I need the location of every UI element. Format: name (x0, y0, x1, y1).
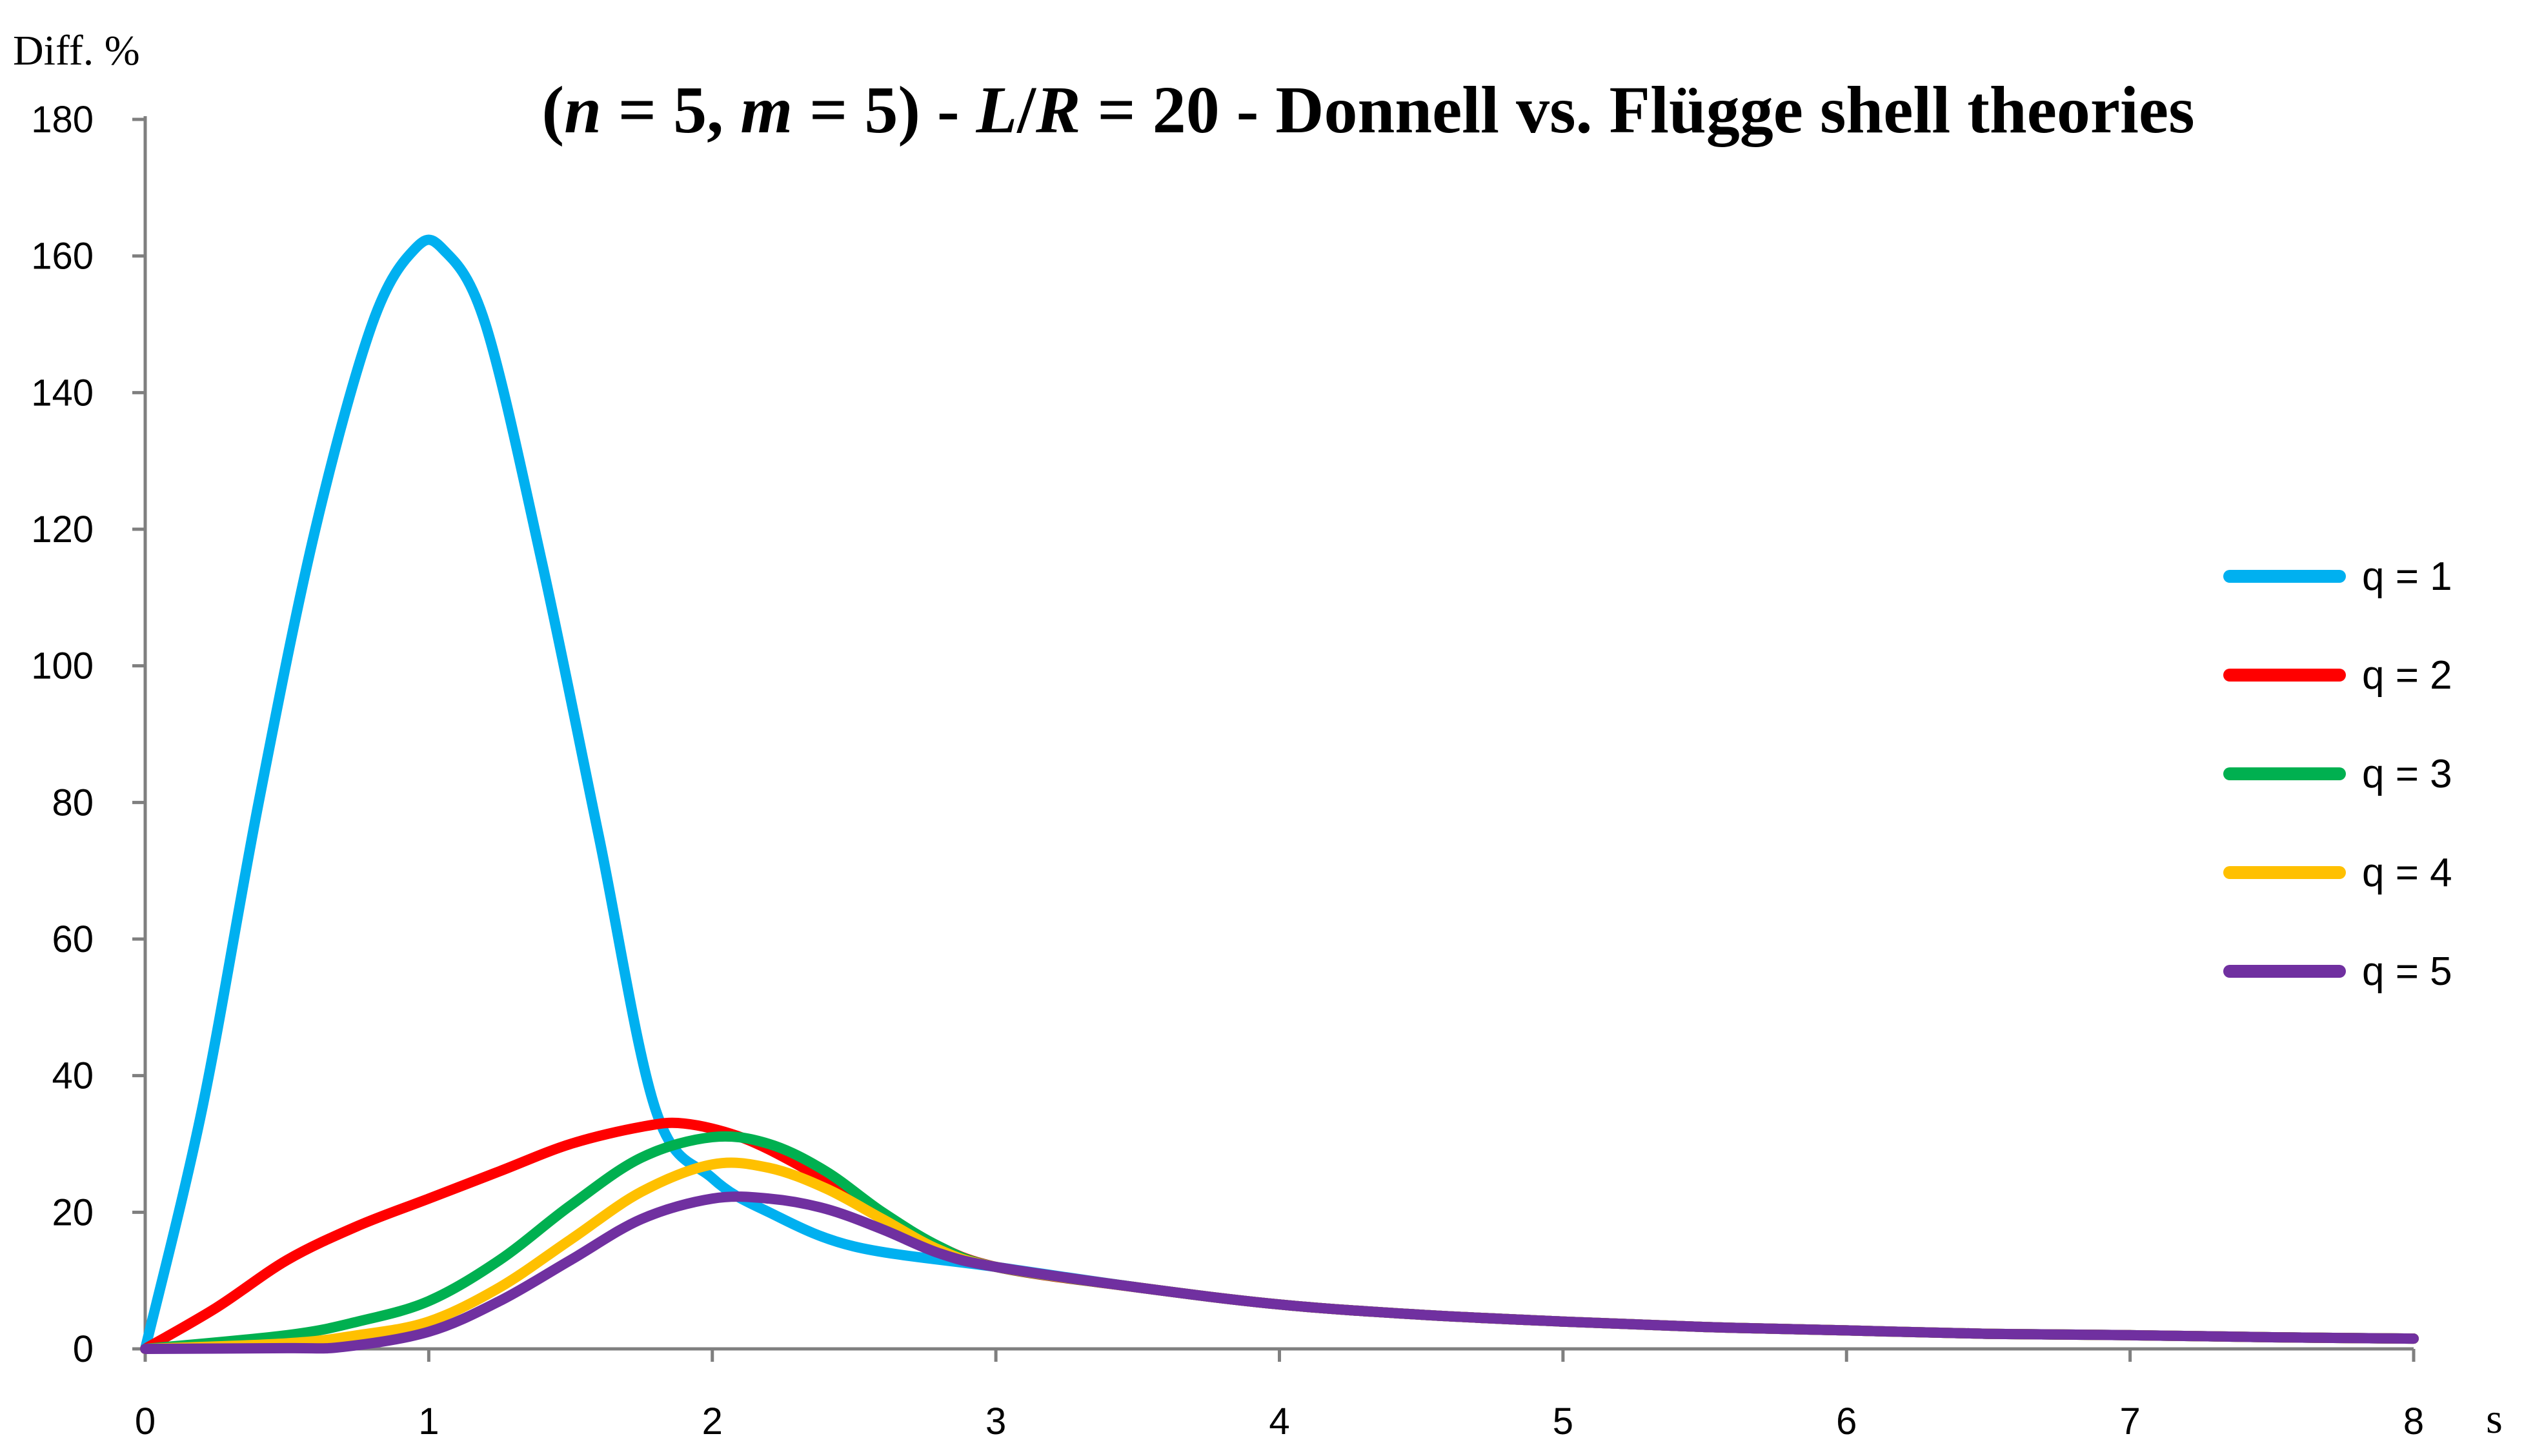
chart-title-part: n (564, 73, 601, 147)
legend-label-q3: q = 3 (2362, 752, 2452, 796)
chart-title-part: = 5, (601, 73, 740, 147)
y-tick-label: 0 (73, 1328, 94, 1370)
y-tick-label: 80 (52, 782, 94, 824)
x-tick-label: 4 (1269, 1400, 1289, 1442)
legend-label-q5: q = 5 (2362, 949, 2452, 994)
y-tick-label: 180 (31, 99, 94, 141)
chart-title: (n = 5, m = 5) - L/R = 20 - Donnell vs. … (541, 73, 2194, 147)
chart-title-part: / (1016, 73, 1036, 147)
y-tick-label: 20 (52, 1191, 94, 1233)
chart-title-part: R (1035, 73, 1080, 147)
chart-title-part: L (976, 73, 1018, 147)
legend: q = 1 q = 2 q = 3 q = 4 q = 5 (2223, 554, 2452, 994)
y-tick-label: 40 (52, 1055, 94, 1097)
chart-title-part: = 20 - Donnell vs. Flügge shell theories (1080, 73, 2194, 147)
y-tick-label: 60 (52, 918, 94, 960)
legend-label-q1: q = 1 (2362, 554, 2452, 599)
x-tick-label: 1 (418, 1400, 439, 1442)
x-tick-label: 6 (1836, 1400, 1857, 1442)
axes: 0 20 40 60 80 100 120 140 160 180 0 1 2 3 4 5 6 7 8 (31, 99, 2424, 1442)
y-axis-title: Diff. % (13, 27, 140, 74)
chart-title-part: = 5) - (793, 73, 976, 147)
x-tick-label: 8 (2403, 1400, 2424, 1442)
legend-label-q4: q = 4 (2362, 851, 2452, 895)
y-tick-label: 120 (31, 509, 94, 551)
y-tick-label: 140 (31, 372, 94, 414)
x-tick-label: 3 (985, 1400, 1006, 1442)
x-tick-label: 2 (702, 1400, 723, 1442)
y-tick-label: 160 (31, 236, 94, 278)
series-line-q5 (140, 1191, 2419, 1354)
legend-label-q2: q = 2 (2362, 653, 2452, 698)
chart-title-part: ( (541, 73, 564, 147)
y-tick-label: 100 (31, 645, 94, 687)
series-layer (140, 234, 2419, 1354)
x-tick-label: 7 (2119, 1400, 2140, 1442)
x-tick-label: 0 (135, 1400, 156, 1442)
x-tick-label: 5 (1553, 1400, 1573, 1442)
x-axis-title: s (2486, 1395, 2503, 1442)
chart-title-part: m (740, 73, 793, 147)
